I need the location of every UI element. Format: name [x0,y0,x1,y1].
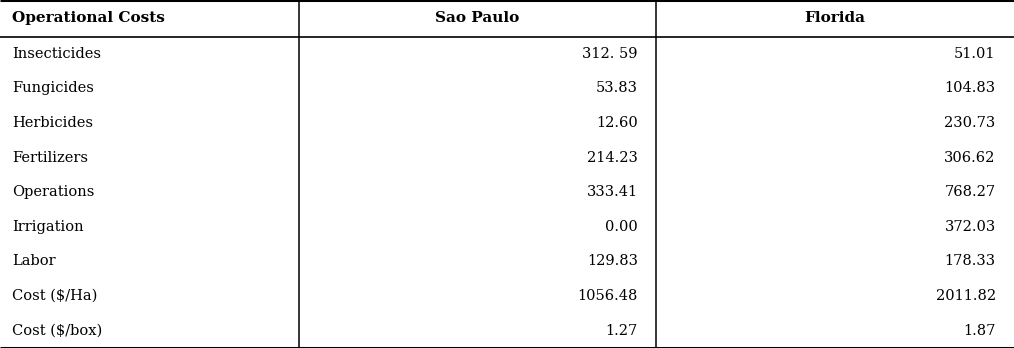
Text: 1.87: 1.87 [963,324,996,338]
Text: Fertilizers: Fertilizers [12,151,88,165]
Text: 104.83: 104.83 [945,81,996,95]
Text: Operations: Operations [12,185,94,199]
Text: Herbicides: Herbicides [12,116,93,130]
Text: 372.03: 372.03 [944,220,996,234]
Text: 1056.48: 1056.48 [577,289,638,303]
Text: Operational Costs: Operational Costs [12,11,165,25]
Text: 51.01: 51.01 [954,47,996,61]
Text: Cost ($/box): Cost ($/box) [12,324,102,338]
Text: 12.60: 12.60 [596,116,638,130]
Text: Labor: Labor [12,254,56,269]
Text: 0.00: 0.00 [605,220,638,234]
Text: Insecticides: Insecticides [12,47,101,61]
Text: 312. 59: 312. 59 [582,47,638,61]
Text: 2011.82: 2011.82 [936,289,996,303]
Text: 333.41: 333.41 [587,185,638,199]
Text: Florida: Florida [804,11,866,25]
Text: 768.27: 768.27 [945,185,996,199]
Text: 214.23: 214.23 [587,151,638,165]
Text: Fungicides: Fungicides [12,81,94,95]
Text: 53.83: 53.83 [596,81,638,95]
Text: 1.27: 1.27 [605,324,638,338]
Text: Irrigation: Irrigation [12,220,84,234]
Text: 129.83: 129.83 [587,254,638,269]
Text: Sao Paulo: Sao Paulo [435,11,520,25]
Text: 230.73: 230.73 [944,116,996,130]
Text: 306.62: 306.62 [944,151,996,165]
Text: Cost ($/Ha): Cost ($/Ha) [12,289,97,303]
Text: 178.33: 178.33 [945,254,996,269]
